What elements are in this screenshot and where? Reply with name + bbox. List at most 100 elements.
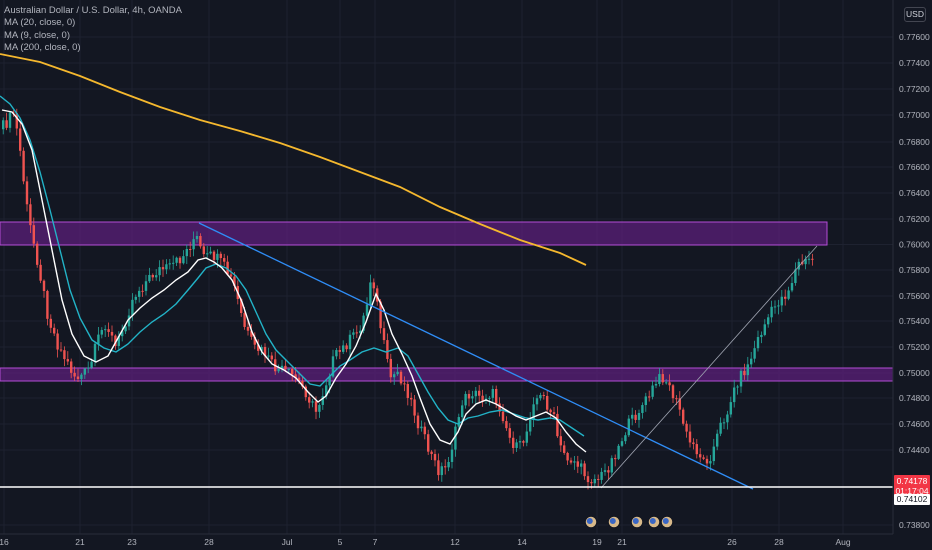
candle (19, 121, 22, 157)
candle (682, 407, 685, 426)
candle-body (226, 261, 229, 275)
event-icon[interactable] (630, 515, 644, 529)
candle-body (297, 377, 301, 381)
candle (355, 325, 358, 338)
event-icon[interactable] (660, 515, 674, 529)
candle (549, 408, 552, 420)
price-axis-bg (893, 0, 932, 550)
price-label: 0.77200 (899, 84, 930, 94)
candle (104, 325, 107, 337)
event-icon[interactable] (584, 515, 598, 529)
time-label: 28 (204, 537, 214, 547)
candle (291, 367, 294, 382)
candle (70, 358, 73, 379)
candle-body (124, 326, 127, 332)
candle-body (804, 258, 807, 265)
candle (546, 390, 549, 414)
candle-body (243, 313, 246, 327)
candle (733, 379, 736, 408)
candle-body (406, 384, 409, 398)
candle-body (692, 442, 695, 445)
candle-body (532, 404, 535, 420)
candle-body (467, 393, 471, 399)
candle-body (433, 454, 437, 461)
currency-button[interactable]: USD (904, 7, 926, 22)
event-globe (609, 518, 616, 524)
indicator-ma200[interactable]: MA (200, close, 0) (4, 41, 81, 53)
candle-body (219, 253, 222, 259)
candle (352, 328, 355, 339)
candle-body (141, 290, 144, 292)
candle (457, 413, 460, 430)
candle-body (216, 253, 219, 260)
candle-body (223, 258, 226, 262)
candle-body (784, 296, 787, 299)
candle-body (8, 112, 12, 128)
candle-body (413, 399, 416, 416)
candle (335, 347, 338, 360)
event-icon[interactable] (647, 515, 661, 529)
price-label: 0.75200 (899, 342, 930, 352)
candle (525, 423, 528, 447)
time-label: 7 (373, 537, 378, 547)
candle-body (321, 396, 324, 405)
candle (138, 286, 141, 303)
candle (410, 392, 413, 407)
candle-body (481, 395, 484, 401)
indicator-ma9[interactable]: MA (9, close, 0) (4, 29, 70, 41)
candle (134, 294, 137, 304)
candle-body (352, 332, 355, 335)
price-label: 0.74400 (899, 445, 930, 455)
candle (107, 322, 110, 337)
candle-body (267, 355, 270, 357)
candle (382, 321, 386, 345)
events-layer[interactable] (584, 515, 674, 529)
candle-body (63, 350, 66, 360)
event-icon[interactable] (607, 515, 621, 529)
candle (450, 443, 454, 469)
candle-body (790, 283, 794, 291)
candle (280, 359, 284, 373)
candle (168, 259, 171, 270)
candle-body (287, 368, 290, 370)
candle-body (454, 426, 457, 450)
candle-body (260, 346, 263, 351)
candle-body (206, 253, 209, 255)
candle (100, 327, 103, 339)
candle (627, 415, 630, 438)
candle (750, 351, 753, 368)
candle (223, 253, 226, 267)
candle (379, 299, 382, 334)
candle (620, 437, 624, 448)
candle (722, 418, 726, 430)
candle (267, 347, 270, 361)
symbol-title[interactable]: Australian Dollar / U.S. Dollar, 4h, OAN… (4, 5, 182, 16)
candle-body (607, 470, 610, 473)
candle (556, 406, 559, 438)
time-label: 14 (517, 537, 527, 547)
candle-body (688, 431, 692, 443)
candle-body (597, 478, 600, 480)
candle (430, 450, 433, 461)
candle-body (427, 434, 430, 452)
ma200-line (0, 53, 587, 266)
candle-body (29, 204, 32, 226)
price-label: 0.77600 (899, 32, 930, 42)
candle (318, 403, 321, 418)
candle (508, 423, 511, 444)
candle-body (569, 460, 573, 463)
candle (372, 278, 375, 296)
candle (39, 259, 42, 284)
price-label: 0.75400 (899, 316, 930, 326)
candle-body (668, 382, 671, 386)
candle (631, 407, 634, 426)
time-label: 19 (592, 537, 602, 547)
candle (648, 390, 651, 402)
candle (529, 412, 532, 436)
indicator-ma20[interactable]: MA (20, close, 0) (4, 17, 76, 29)
candle-body (770, 306, 773, 318)
price-label: 0.74600 (899, 419, 930, 429)
candle-body (573, 461, 576, 463)
candle (790, 276, 794, 293)
